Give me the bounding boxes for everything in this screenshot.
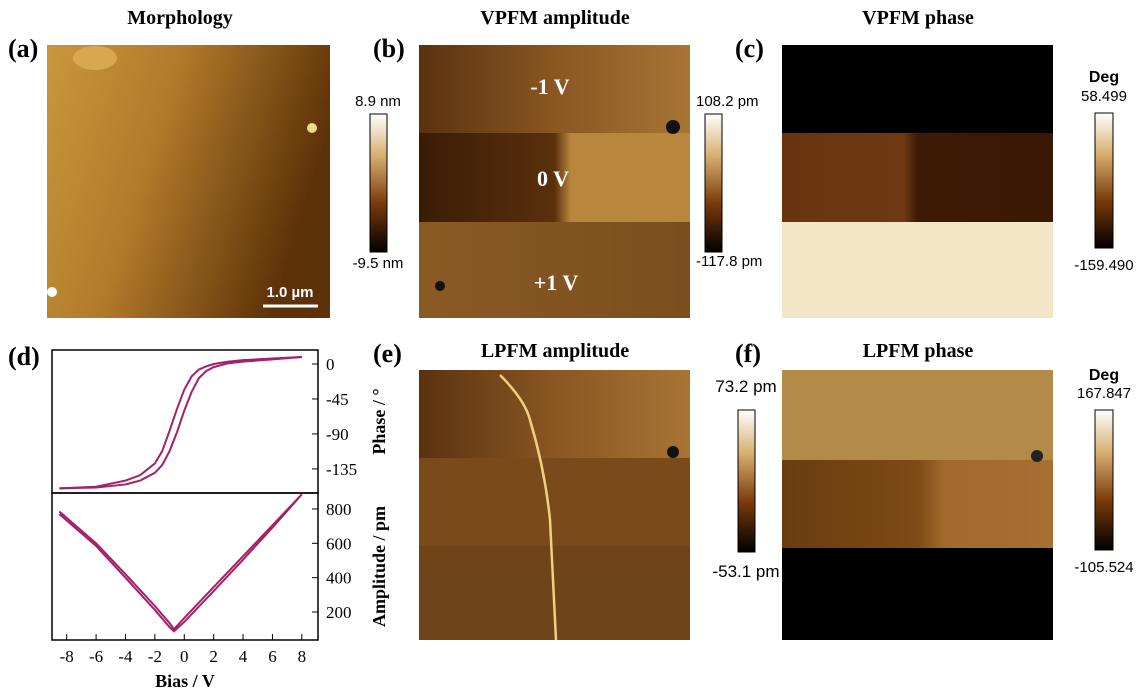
panel-label: (f)	[735, 339, 761, 368]
colorbar	[737, 409, 756, 553]
scale-bar-label: 1.0 µm	[267, 284, 314, 301]
image-feature	[666, 120, 680, 134]
y-tick-label: -90	[326, 425, 349, 444]
colorbar-unit: Deg	[1089, 367, 1119, 384]
afm-image	[419, 370, 690, 458]
afm-image	[419, 458, 690, 546]
panel-label: (a)	[8, 34, 38, 63]
colorbar-max: 108.2 pm	[696, 93, 759, 110]
afm-image	[47, 45, 330, 318]
image-feature	[667, 446, 679, 458]
annotation: -1 V	[530, 74, 569, 99]
y-tick-label: -45	[326, 390, 349, 409]
y-axis-label: Amplitude / pm	[369, 506, 389, 627]
image-feature	[307, 123, 317, 133]
colorbar-min: -159.490	[1074, 257, 1133, 274]
panel-label: (c)	[735, 34, 764, 63]
colorbar-unit: Deg	[1089, 69, 1119, 86]
image-feature	[47, 287, 57, 297]
data-line	[58, 493, 303, 631]
panel-title: Morphology	[127, 7, 233, 29]
x-tick-label: -6	[89, 647, 103, 666]
afm-image	[782, 45, 1053, 133]
plot-frame	[51, 492, 319, 641]
colorbar	[1094, 409, 1114, 551]
annotation: 0 V	[537, 166, 569, 191]
panel-label: (b)	[373, 34, 405, 63]
colorbar-min: -53.1 pm	[712, 562, 779, 581]
colorbar-max: 167.847	[1077, 385, 1131, 402]
y-tick-label: 0	[326, 355, 335, 374]
annotation: +1 V	[534, 270, 579, 295]
y-tick-label: 200	[326, 603, 352, 622]
image-feature	[435, 281, 445, 291]
image-feature	[1031, 450, 1043, 462]
afm-image	[419, 45, 690, 133]
panel-title: VPFM phase	[862, 7, 974, 29]
x-tick-label: 0	[180, 647, 189, 666]
colorbar-min: -9.5 nm	[353, 255, 404, 272]
plot-frame	[51, 349, 319, 494]
afm-image	[782, 133, 1053, 222]
x-axis-label: Bias / V	[155, 671, 215, 691]
colorbar	[1094, 112, 1114, 249]
colorbar-min: -117.8 pm	[696, 253, 762, 270]
image-feature	[73, 46, 117, 70]
x-tick-label: 6	[268, 647, 277, 666]
colorbar-max: 8.9 nm	[355, 93, 401, 110]
x-tick-label: 4	[239, 647, 248, 666]
colorbar-max: 73.2 pm	[715, 377, 776, 396]
y-tick-label: 400	[326, 569, 352, 588]
x-tick-label: -2	[148, 647, 162, 666]
x-tick-label: 2	[209, 647, 218, 666]
data-line	[59, 355, 302, 490]
panel-title: LPFM amplitude	[481, 340, 629, 362]
panel-label: (e)	[373, 339, 402, 368]
y-axis-label: Phase / °	[369, 388, 389, 454]
afm-image	[782, 370, 1053, 460]
x-tick-label: -8	[60, 647, 74, 666]
colorbar-min: -105.524	[1074, 559, 1133, 576]
afm-image	[782, 222, 1053, 318]
y-tick-label: 800	[326, 500, 352, 519]
panel-label: (d)	[8, 342, 40, 371]
x-tick-label: 8	[298, 647, 307, 666]
data-line	[58, 493, 303, 633]
colorbar	[704, 113, 723, 253]
data-line	[59, 355, 302, 490]
y-tick-label: 600	[326, 534, 352, 553]
panel-title: LPFM phase	[863, 340, 974, 362]
image-feature	[499, 374, 558, 641]
colorbar	[369, 113, 388, 253]
afm-image	[419, 222, 690, 318]
afm-image	[419, 133, 690, 222]
x-tick-label: -4	[118, 647, 133, 666]
panel-title: VPFM amplitude	[480, 7, 630, 29]
afm-image	[782, 460, 1053, 548]
colorbar-max: 58.499	[1081, 88, 1127, 105]
afm-image	[782, 548, 1053, 640]
y-tick-label: -135	[326, 460, 357, 479]
